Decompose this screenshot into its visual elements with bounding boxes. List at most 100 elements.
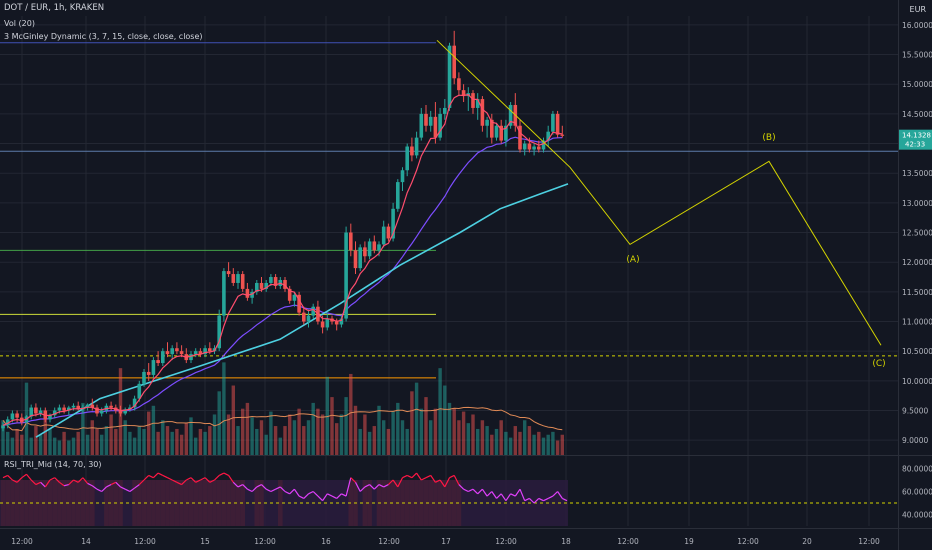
volume-bar <box>382 420 386 455</box>
rsi-line-segment <box>284 490 290 495</box>
volume-bar <box>34 426 38 455</box>
rsi-line-segment <box>406 474 413 479</box>
rsi-line-segment <box>510 493 516 497</box>
volume-bar <box>288 414 292 455</box>
candle-body <box>358 247 362 269</box>
rsi-line-segment <box>87 482 93 487</box>
candle-body <box>226 271 231 275</box>
wave-label: (A) <box>626 255 639 265</box>
volume-bar <box>81 402 85 455</box>
x-tick-label: 15 <box>200 537 210 546</box>
rsi-line-segment <box>134 484 140 489</box>
candle-body <box>156 360 160 364</box>
candle-body <box>170 348 174 355</box>
rsi-line-segment <box>359 486 366 492</box>
candle-body <box>189 354 193 361</box>
candle-body <box>85 404 90 408</box>
rsi-hot-band <box>278 480 283 526</box>
volume-bar <box>555 440 560 455</box>
rsi-line-segment <box>63 484 69 487</box>
candle-body <box>353 250 358 269</box>
candle-body <box>193 351 198 355</box>
volume-bar <box>344 397 348 455</box>
volume-bar <box>170 431 174 455</box>
candle-body <box>137 383 142 399</box>
volume-bar <box>151 405 156 455</box>
rsi-line-segment <box>552 491 559 497</box>
candle-body <box>471 93 475 108</box>
rsi-line-segment <box>2 474 8 479</box>
volume-bar <box>76 431 80 455</box>
rsi-line-segment <box>275 486 281 490</box>
rsi-line-segment <box>293 488 300 497</box>
rsi-line-segment <box>477 488 483 495</box>
candle-body <box>95 407 99 414</box>
rsi-hot-band <box>165 480 170 526</box>
rsi-line-segment <box>214 474 220 481</box>
wave-label: (B) <box>762 133 775 143</box>
rsi-line-segment <box>106 484 112 488</box>
rsi-line-segment <box>562 497 568 502</box>
candle-body <box>508 104 513 126</box>
x-tick-label: 20 <box>802 537 812 546</box>
rsi-line-segment <box>308 490 314 495</box>
volume-bar <box>400 420 405 455</box>
candle-body <box>198 351 203 355</box>
mcginley-mid-line <box>2 136 563 426</box>
rsi-line-segment <box>228 475 234 483</box>
volume-bar <box>212 414 217 455</box>
candle-body <box>255 282 259 292</box>
rsi-line-segment <box>12 479 18 483</box>
currency-label: EUR <box>909 5 926 14</box>
rsi-line-segment <box>369 484 375 490</box>
candle-body <box>339 318 344 325</box>
rsi-line-segment <box>167 477 173 481</box>
candle-body <box>461 90 466 97</box>
candle-body <box>302 312 306 322</box>
volume-bar <box>363 414 367 455</box>
candle-body <box>320 321 325 328</box>
candle-body <box>67 407 71 411</box>
candle-body <box>161 351 165 364</box>
volume-bar <box>386 428 391 455</box>
volume-bar <box>508 437 513 455</box>
candle-body <box>541 140 546 150</box>
rsi-line-segment <box>449 474 455 479</box>
rsi-line-segment <box>256 484 262 488</box>
rsi-hot-band <box>108 480 114 526</box>
rsi-line-segment <box>444 477 451 488</box>
rsi-line-segment <box>439 479 446 488</box>
y-tick-label: 11.0000 <box>902 318 932 327</box>
candle-body <box>494 125 499 138</box>
rsi-line-segment <box>533 497 540 504</box>
volume-bar <box>71 437 76 455</box>
volume-bar <box>311 402 315 455</box>
candle-body <box>71 405 76 408</box>
rsi-line-segment <box>218 472 225 476</box>
candle-body <box>518 125 522 150</box>
candle-body <box>372 241 377 251</box>
volume-bar <box>132 437 137 455</box>
rsi-hot-band <box>433 480 438 526</box>
volume-bar <box>156 431 160 455</box>
rsi-line-segment <box>496 493 502 499</box>
volume-bar <box>15 428 19 455</box>
rsi-hot-band <box>188 480 194 526</box>
volume-bar <box>95 428 99 455</box>
rsi-line-segment <box>186 477 192 481</box>
rsi-hot-band <box>43 480 48 526</box>
volume-bar <box>48 428 52 455</box>
rsi-line-segment <box>124 488 131 493</box>
rsi-line-segment <box>152 472 159 479</box>
candle-body <box>438 113 442 138</box>
volume-bar <box>551 431 555 455</box>
rsi-line-segment <box>242 484 248 490</box>
volume-bar <box>419 408 423 455</box>
rsi-line-segment <box>138 479 145 486</box>
rsi-hot-band <box>207 480 213 526</box>
volume-bar <box>485 426 489 455</box>
volume-bar <box>236 426 240 455</box>
candle-body <box>424 113 428 126</box>
symbol-title: DOT / EUR, 1h, KRAKEN <box>4 3 105 13</box>
